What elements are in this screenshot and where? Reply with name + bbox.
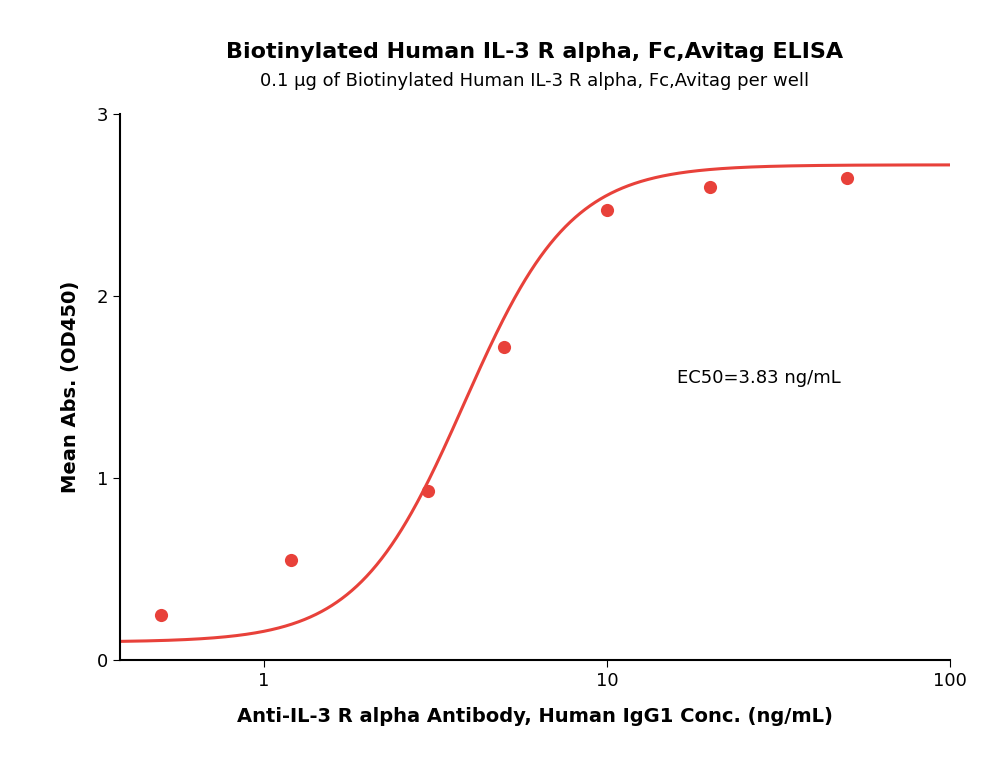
Text: EC50=3.83 ng/mL: EC50=3.83 ng/mL bbox=[677, 369, 841, 387]
Y-axis label: Mean Abs. (OD450): Mean Abs. (OD450) bbox=[61, 281, 80, 493]
X-axis label: Anti-IL-3 R alpha Antibody, Human IgG1 Conc. (ng/mL): Anti-IL-3 R alpha Antibody, Human IgG1 C… bbox=[237, 707, 833, 726]
Point bbox=[283, 554, 299, 566]
Text: 0.1 μg of Biotinylated Human IL-3 R alpha, Fc,Avitag per well: 0.1 μg of Biotinylated Human IL-3 R alph… bbox=[260, 72, 810, 90]
Point bbox=[599, 204, 615, 216]
Text: Biotinylated Human IL-3 R alpha, Fc,Avitag ELISA: Biotinylated Human IL-3 R alpha, Fc,Avit… bbox=[226, 42, 844, 61]
Point bbox=[839, 172, 855, 184]
Point bbox=[702, 181, 718, 193]
Point bbox=[153, 609, 169, 621]
Point bbox=[496, 341, 512, 353]
Point bbox=[420, 485, 436, 497]
